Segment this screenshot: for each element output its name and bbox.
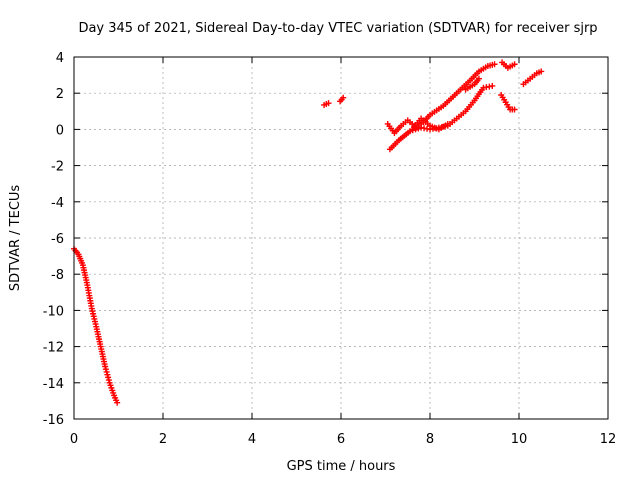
- x-tick-label: 12: [600, 432, 617, 447]
- data-point: [102, 363, 109, 370]
- x-tick-label: 0: [70, 432, 78, 447]
- data-point: [114, 399, 121, 406]
- x-tick-labels: 0 2 4 6 8 10 12: [70, 432, 616, 447]
- data-point: [511, 106, 518, 113]
- y-axis-label: SDTVAR / TECUs: [8, 185, 23, 292]
- data-point: [325, 100, 332, 107]
- data-point: [105, 374, 112, 381]
- y-tick-label: -10: [43, 304, 64, 319]
- data-point: [104, 371, 111, 378]
- y-tick-label: -4: [51, 196, 64, 211]
- x-tick-label: 4: [248, 432, 256, 447]
- data-point: [103, 368, 110, 375]
- data-point: [444, 120, 451, 127]
- y-tick-label: -12: [43, 341, 64, 356]
- data-point: [511, 61, 518, 68]
- data-point: [102, 366, 109, 373]
- x-tick-label: 8: [426, 432, 434, 447]
- data-point: [538, 68, 545, 75]
- grid-lines: [74, 57, 608, 419]
- y-tick-label: -6: [51, 232, 64, 247]
- y-tick-label: 2: [56, 87, 64, 102]
- data-point: [415, 125, 422, 132]
- y-tick-label: -14: [43, 377, 64, 392]
- data-point: [491, 61, 498, 68]
- data-point: [340, 94, 347, 101]
- x-tick-label: 6: [337, 432, 345, 447]
- data-point: [105, 377, 112, 384]
- x-tick-label: 10: [511, 432, 528, 447]
- y-tick-label: 0: [56, 123, 64, 138]
- y-tick-label: -8: [51, 268, 64, 283]
- data-points: [71, 59, 545, 406]
- data-point: [489, 82, 496, 89]
- x-tick-label: 2: [159, 432, 167, 447]
- data-point: [475, 75, 482, 82]
- y-tick-label: 4: [56, 51, 64, 66]
- y-tick-labels: 4 2 0 -2 -4 -6 -8 -10 -12 -14 -16: [43, 51, 64, 428]
- y-tick-label: -2: [51, 160, 64, 175]
- x-axis-label: GPS time / hours: [287, 459, 396, 474]
- y-tick-label: -16: [43, 413, 64, 428]
- chart-title: Day 345 of 2021, Sidereal Day-to-day VTE…: [78, 21, 597, 36]
- axis-ticks: [73, 56, 609, 420]
